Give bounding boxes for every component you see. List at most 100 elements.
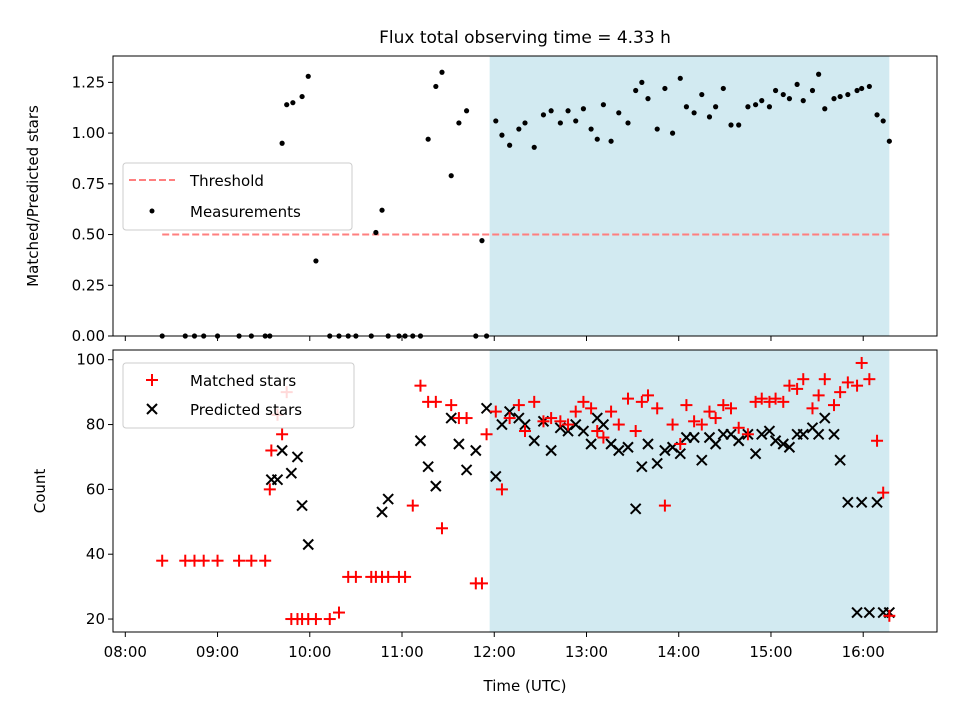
predicted-stars-point bbox=[422, 460, 434, 473]
matched-stars-point bbox=[749, 395, 762, 408]
count-y-tick-label-1: 40 bbox=[86, 545, 105, 563]
predicted-stars-point bbox=[783, 441, 796, 453]
matched-stars-point bbox=[332, 606, 345, 619]
matched-stars-point bbox=[528, 395, 541, 408]
count-y-axis-label: Count bbox=[31, 469, 49, 514]
ratio-axes-frame bbox=[112, 55, 938, 337]
measurement-point bbox=[845, 91, 851, 98]
matched-stars-point bbox=[680, 399, 693, 412]
predicted-stars-point bbox=[851, 606, 863, 619]
matched-stars-point bbox=[435, 522, 448, 535]
measurement-point bbox=[816, 71, 822, 77]
matched-stars-point bbox=[635, 395, 648, 408]
x-tick-label-6: 14:00 bbox=[657, 643, 700, 661]
measurement-point bbox=[645, 96, 651, 102]
measurement-point bbox=[831, 96, 837, 102]
matched-stars-point bbox=[818, 373, 831, 386]
measurement-point bbox=[305, 73, 311, 79]
predicted-stars-point bbox=[651, 457, 663, 470]
count-y-ticks: 20 40 60 80 100 bbox=[76, 351, 113, 628]
x-axis-label: Time (UTC) bbox=[483, 677, 567, 695]
matched-stars-point bbox=[666, 418, 679, 431]
x-tick-label-2: 10:00 bbox=[288, 643, 331, 661]
measurement-point bbox=[557, 120, 563, 126]
measurement-point bbox=[745, 104, 751, 110]
measurement-point bbox=[479, 238, 485, 244]
predicted-stars-point bbox=[642, 438, 654, 450]
measurement-point bbox=[594, 136, 600, 142]
matched-stars-point bbox=[480, 428, 493, 441]
measurement-point bbox=[866, 83, 872, 90]
x-tick-label-0: 08:00 bbox=[104, 643, 147, 661]
predicted-stars-point bbox=[812, 428, 825, 440]
predicted-stars-point bbox=[545, 444, 557, 457]
matched-stars-point bbox=[851, 379, 864, 392]
predicted-stars-point bbox=[709, 438, 722, 450]
predicted-stars-point bbox=[769, 435, 782, 447]
x-tick-label-4: 12:00 bbox=[473, 643, 516, 661]
matched-stars-point bbox=[197, 554, 210, 567]
matched-stars-point bbox=[597, 431, 610, 444]
measurement-point bbox=[699, 91, 705, 98]
measurement-point bbox=[290, 100, 296, 106]
x-tick-label-3: 11:00 bbox=[380, 643, 423, 661]
matched-legend-swatch bbox=[146, 374, 158, 386]
x-tick-label-5: 13:00 bbox=[565, 643, 608, 661]
measurement-point bbox=[886, 138, 892, 144]
matched-stars-point bbox=[651, 402, 664, 415]
measurement-point bbox=[713, 104, 719, 110]
predicted-stars-point bbox=[271, 473, 284, 486]
measurement-point bbox=[786, 96, 793, 102]
matched-stars-point bbox=[695, 418, 708, 431]
predicted-stars-point bbox=[629, 503, 642, 515]
predicted-stars-point bbox=[296, 499, 308, 512]
measurement-point bbox=[493, 118, 499, 124]
measurement-point bbox=[608, 138, 614, 144]
matched-stars-point bbox=[612, 418, 625, 431]
matched-stars-point bbox=[495, 483, 508, 496]
predicted-stars-point bbox=[376, 506, 388, 518]
measurement-point bbox=[299, 93, 305, 100]
matched-stars-point bbox=[537, 415, 550, 428]
count-y-tick-label-3: 80 bbox=[86, 416, 105, 434]
measurements-legend-swatch bbox=[149, 208, 155, 214]
predicted-stars-point bbox=[490, 470, 502, 483]
predicted-stars-points bbox=[265, 402, 896, 619]
predicted-stars-point bbox=[622, 441, 634, 453]
predicted-stars-point bbox=[577, 425, 590, 437]
matched-stars-point bbox=[569, 405, 582, 418]
matched-stars-point bbox=[641, 389, 654, 402]
measurement-point bbox=[573, 118, 579, 124]
matched-stars-point bbox=[725, 402, 737, 415]
measurement-point bbox=[677, 75, 683, 81]
measurement-point bbox=[633, 87, 639, 94]
measurement-point bbox=[313, 258, 319, 264]
predicted-stars-point bbox=[756, 428, 768, 440]
ratio-y-ticks: 0.00 0.25 0.50 0.75 1.00 1.25 bbox=[72, 73, 113, 345]
measurement-point bbox=[880, 118, 886, 124]
matched-stars-point bbox=[763, 395, 776, 408]
measurement-point bbox=[616, 110, 622, 116]
ratio-panel: 0.00 0.25 0.50 0.75 1.00 1.25 Matched/Predict… bbox=[24, 55, 938, 345]
ratio-y-tick-label-5: 1.25 bbox=[72, 73, 105, 91]
measurement-point bbox=[279, 140, 285, 146]
measurement-point bbox=[463, 108, 470, 114]
matched-stars-point bbox=[741, 428, 754, 441]
matched-stars-point bbox=[429, 395, 442, 408]
x-tick-label-8: 16:00 bbox=[842, 643, 885, 661]
measurement-point bbox=[373, 229, 379, 236]
matched-stars-point bbox=[674, 438, 687, 450]
measurement-point bbox=[456, 120, 462, 126]
count-legend-box bbox=[122, 362, 355, 429]
matched-stars-point bbox=[399, 570, 412, 583]
matched-stars-point bbox=[554, 415, 567, 428]
predicted-stars-point bbox=[496, 418, 508, 431]
matched-stars-point bbox=[709, 412, 722, 425]
measurement-point bbox=[736, 122, 742, 128]
ratio-y-tick-label-2: 0.50 bbox=[72, 226, 105, 244]
matched-stars-point bbox=[577, 395, 590, 408]
matched-stars-point bbox=[309, 613, 322, 626]
matched-stars-point bbox=[259, 554, 272, 567]
matched-stars-point bbox=[855, 356, 868, 369]
